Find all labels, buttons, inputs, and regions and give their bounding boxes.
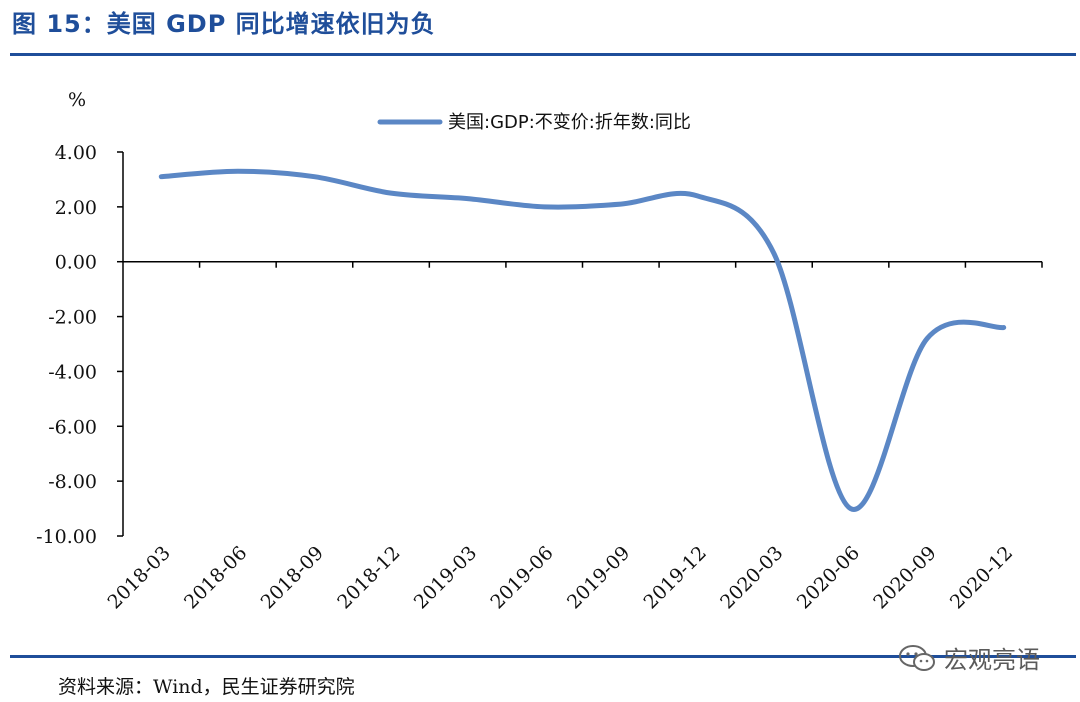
x-tick-label: 2018-09 (257, 542, 328, 613)
chart-legend: 美国:GDP:不变价:折年数:同比 (377, 112, 691, 133)
source-note: 资料来源：Wind，民生证券研究院 (58, 676, 355, 698)
x-tick-label: 2018-03 (103, 542, 174, 613)
page-title: 图 15：美国 GDP 同比增速依旧为负 (12, 10, 436, 38)
x-tick-label: 2018-06 (180, 542, 251, 613)
y-tick-label: 2.00 (55, 197, 97, 219)
y-tick-label: -8.00 (48, 471, 97, 493)
x-tick-labels: 2018-03 2018-06 2018-09 2018-12 2019-03 2019-… (103, 542, 1017, 613)
y-tick-label: -6.00 (48, 416, 97, 438)
wechat-icon (899, 644, 935, 671)
y-tick-labels: 4.00 2.00 0.00 -2.00 -4.00 -6.00 -8.00 -10.00 (36, 142, 97, 548)
x-tick-label: 2020-09 (869, 542, 940, 613)
chart-axes (117, 151, 1043, 537)
footer-rule (10, 655, 1076, 658)
x-tick-label: 2020-03 (716, 542, 787, 613)
y-axis-unit-label: % (68, 89, 86, 111)
x-tick-label: 2020-12 (946, 542, 1017, 613)
x-tick-label: 2019-06 (486, 542, 557, 613)
title-rule (10, 53, 1076, 56)
series-line (158, 168, 1007, 512)
y-tick-label: 0.00 (55, 252, 97, 274)
y-tick-label: -2.00 (48, 307, 97, 329)
x-tick-label: 2019-09 (563, 542, 634, 613)
x-tick-label: 2018-12 (333, 542, 404, 613)
x-tick-label: 2020-06 (793, 542, 864, 613)
series-group (158, 168, 1007, 512)
watermark-text: 宏观亮语 (944, 646, 1040, 674)
x-tick-label: 2019-03 (410, 542, 481, 613)
watermark: 宏观亮语 (898, 640, 1040, 675)
y-tick-label: 4.00 (55, 142, 97, 164)
y-tick-label: -10.00 (36, 526, 97, 548)
y-tick-label: -4.00 (48, 361, 97, 383)
legend-label: 美国:GDP:不变价:折年数:同比 (448, 112, 691, 133)
line-chart: 4.00 2.00 0.00 -2.00 -4.00 -6.00 -8.00 -10.00 2… (36, 89, 1043, 613)
x-tick-label: 2019-12 (640, 542, 711, 613)
